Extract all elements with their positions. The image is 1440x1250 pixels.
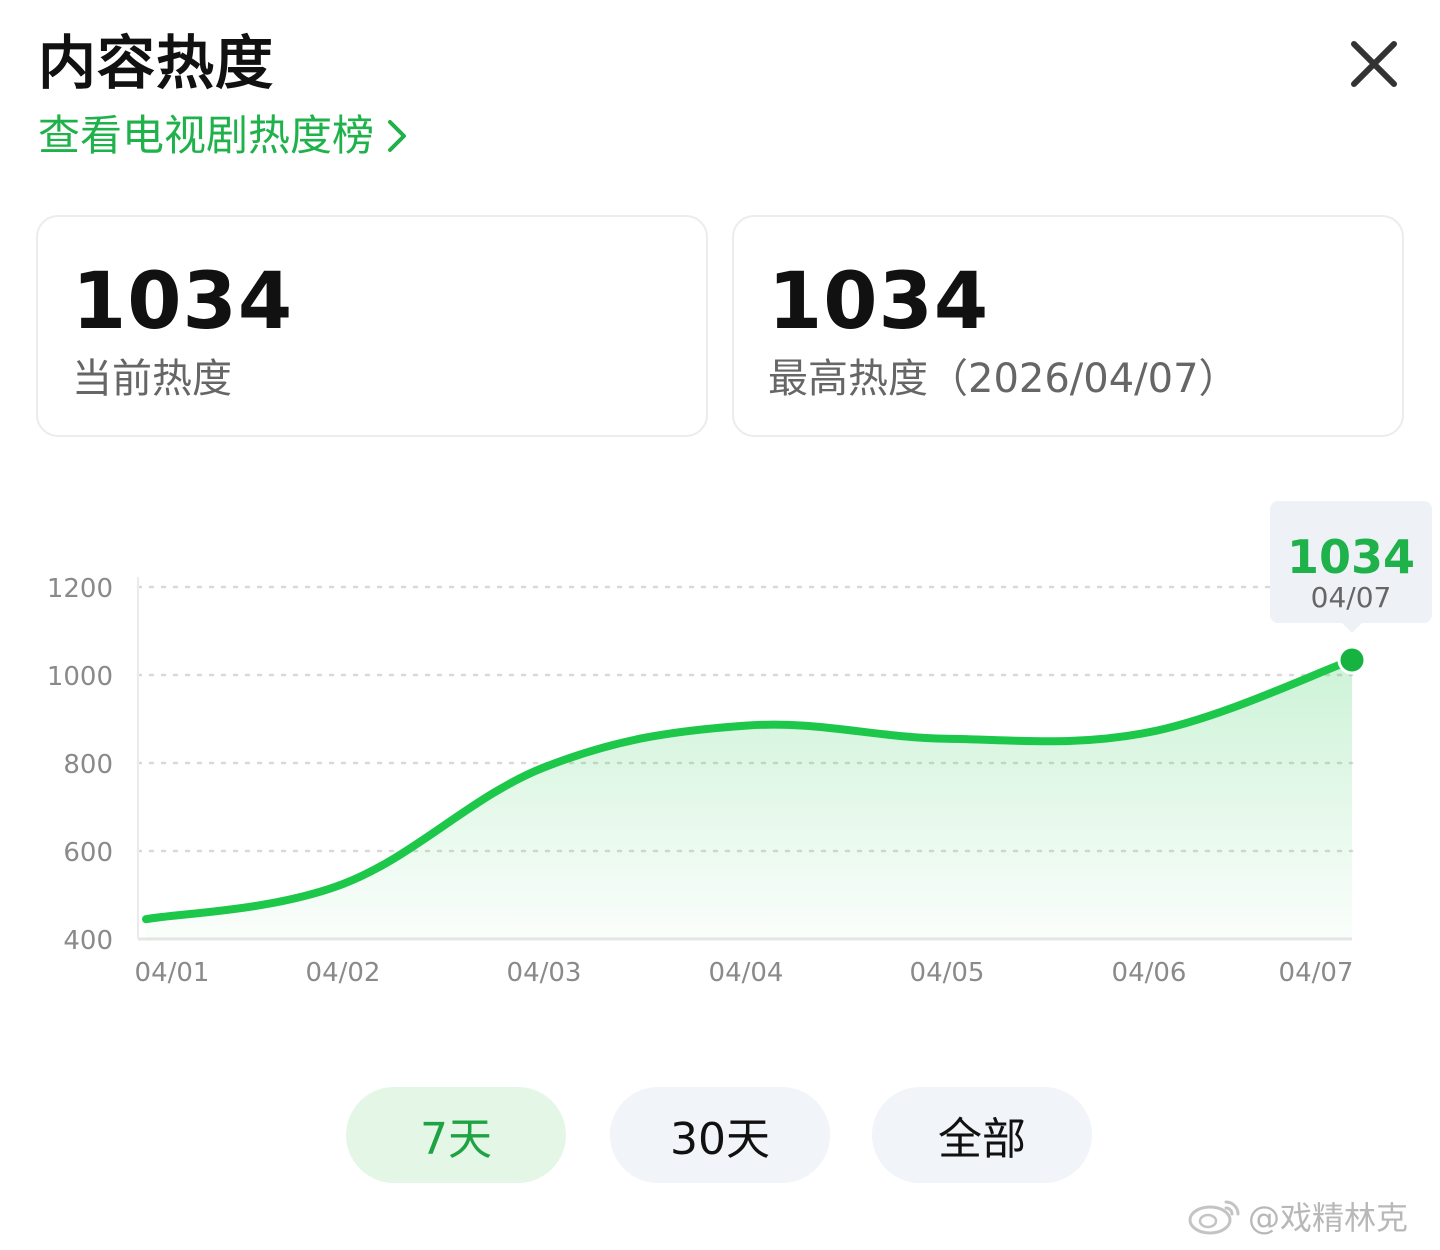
highlight-tooltip: 1034 04/07 — [1270, 501, 1432, 623]
rank-link-label: 查看电视剧热度榜 — [38, 111, 375, 160]
x-tick-label: 04/07 — [1279, 958, 1354, 988]
series-area — [146, 660, 1352, 939]
peak-heat-label: 最高热度（2026/04/07） — [768, 356, 1239, 402]
watermark: @戏精林克 — [1186, 1194, 1408, 1238]
x-tick-label: 04/01 — [135, 958, 210, 988]
x-tick-label: 04/06 — [1112, 958, 1187, 988]
current-heat-card: 1034 当前热度 — [36, 215, 708, 437]
tooltip-value: 1034 — [1286, 530, 1416, 584]
watermark-text: @戏精林克 — [1248, 1199, 1409, 1237]
highlight-point — [1337, 645, 1367, 675]
x-tick-label: 04/05 — [910, 958, 985, 988]
peak-heat-value: 1034 — [768, 257, 990, 347]
close-button[interactable] — [1346, 36, 1402, 92]
series-line — [142, 656, 1356, 924]
current-heat-value: 1034 — [72, 257, 294, 347]
current-heat-label: 当前热度 — [72, 356, 232, 402]
y-tick-label: 800 — [63, 750, 113, 780]
x-tick-label: 04/02 — [306, 958, 381, 988]
y-tick-label: 400 — [63, 926, 113, 956]
x-tick-label: 04/04 — [709, 958, 784, 988]
peak-heat-card: 1034 最高热度（2026/04/07） — [732, 215, 1404, 437]
y-tick-label: 1200 — [47, 574, 113, 604]
close-icon — [1351, 41, 1397, 87]
page-title: 内容热度 — [38, 29, 275, 97]
x-tick-label: 04/03 — [507, 958, 582, 988]
y-tick-label: 600 — [63, 838, 113, 868]
range-30-days-button[interactable]: 30天 — [610, 1087, 830, 1183]
tv-heat-rank-link[interactable]: 查看电视剧热度榜 — [38, 108, 408, 164]
range-7-days-button[interactable]: 7天 — [346, 1087, 566, 1183]
chevron-right-icon — [388, 120, 407, 152]
range-all-button[interactable]: 全部 — [872, 1087, 1092, 1183]
y-tick-label: 1000 — [47, 662, 113, 692]
tooltip-date: 04/07 — [1310, 581, 1392, 614]
weibo-logo-icon — [1188, 1200, 1240, 1235]
tooltip-pointer — [1340, 621, 1364, 633]
heat-trend-chart: 1200 1000 800 600 400 04/01 04/02 04/03 04/04 04… — [47, 574, 1367, 988]
